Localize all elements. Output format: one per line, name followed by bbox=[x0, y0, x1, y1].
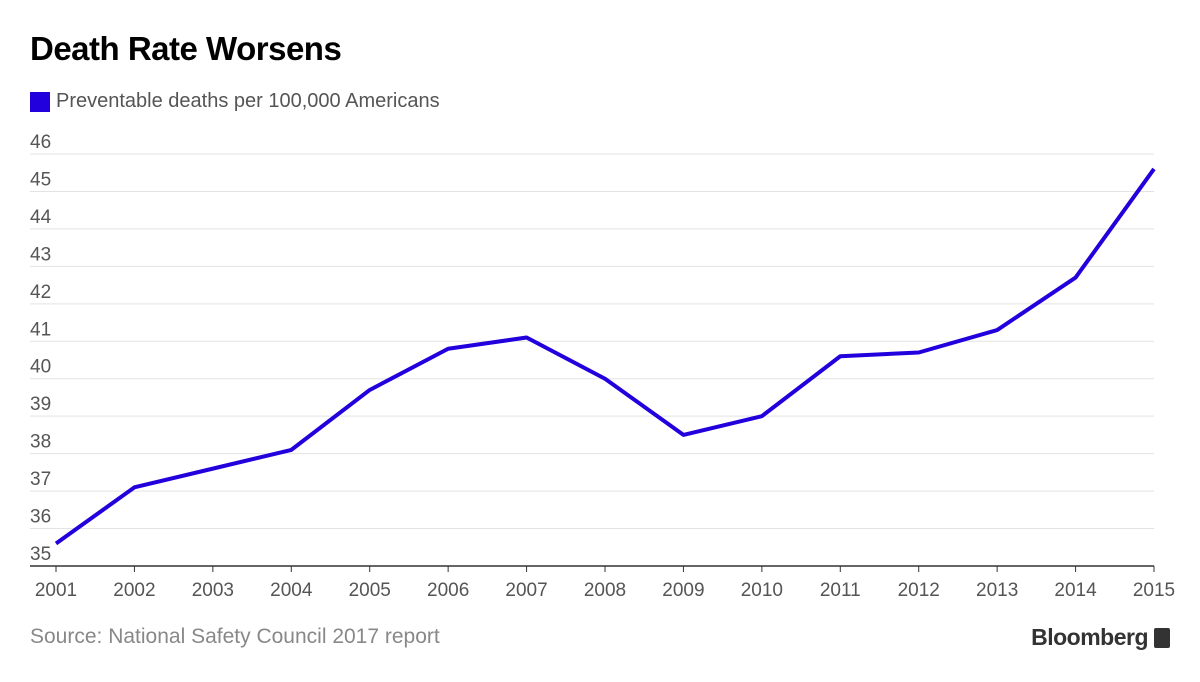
x-tick-label: 2001 bbox=[35, 580, 77, 601]
brand-name: Bloomberg bbox=[1031, 624, 1148, 650]
x-tick-label: 2008 bbox=[584, 580, 626, 601]
y-tick-label: 36 bbox=[30, 507, 51, 528]
x-tick-label: 2002 bbox=[113, 580, 155, 601]
brand-logo: Bloomberg bbox=[1031, 624, 1170, 651]
x-tick-label: 2007 bbox=[505, 580, 547, 601]
x-tick-label: 2005 bbox=[349, 580, 391, 601]
y-tick-label: 42 bbox=[30, 282, 51, 303]
bloomberg-icon bbox=[1154, 627, 1170, 648]
y-tick-label: 43 bbox=[30, 244, 51, 265]
x-tick-label: 2010 bbox=[741, 580, 783, 601]
x-tick-label: 2009 bbox=[662, 580, 704, 601]
legend-label: Preventable deaths per 100,000 Americans bbox=[56, 90, 440, 112]
y-tick-label: 35 bbox=[30, 544, 51, 565]
x-tick-label: 2003 bbox=[192, 580, 234, 601]
y-tick-label: 40 bbox=[30, 357, 51, 378]
y-tick-label: 37 bbox=[30, 469, 51, 490]
y-tick-label: 44 bbox=[30, 207, 52, 228]
y-tick-label: 38 bbox=[30, 432, 51, 453]
legend: Preventable deaths per 100,000 Americans bbox=[30, 90, 440, 113]
series-line bbox=[54, 167, 1156, 546]
legend-swatch bbox=[30, 91, 50, 112]
x-tick-label: 2004 bbox=[270, 580, 313, 601]
chart-title: Death Rate Worsens bbox=[30, 30, 342, 67]
x-tick-label: 2011 bbox=[820, 580, 861, 601]
x-tick-label: 2015 bbox=[1133, 580, 1175, 601]
y-tick-label: 45 bbox=[30, 169, 51, 190]
x-tick-label: 2012 bbox=[898, 580, 940, 601]
y-tick-label: 41 bbox=[30, 319, 51, 340]
source-note: Source: National Safety Council 2017 rep… bbox=[30, 625, 440, 648]
y-tick-label: 39 bbox=[30, 394, 51, 415]
x-tick-label: 2014 bbox=[1054, 580, 1097, 601]
y-tick-label: 46 bbox=[30, 132, 51, 153]
x-tick-label: 2006 bbox=[427, 580, 469, 601]
x-tick-label: 2013 bbox=[976, 580, 1018, 601]
